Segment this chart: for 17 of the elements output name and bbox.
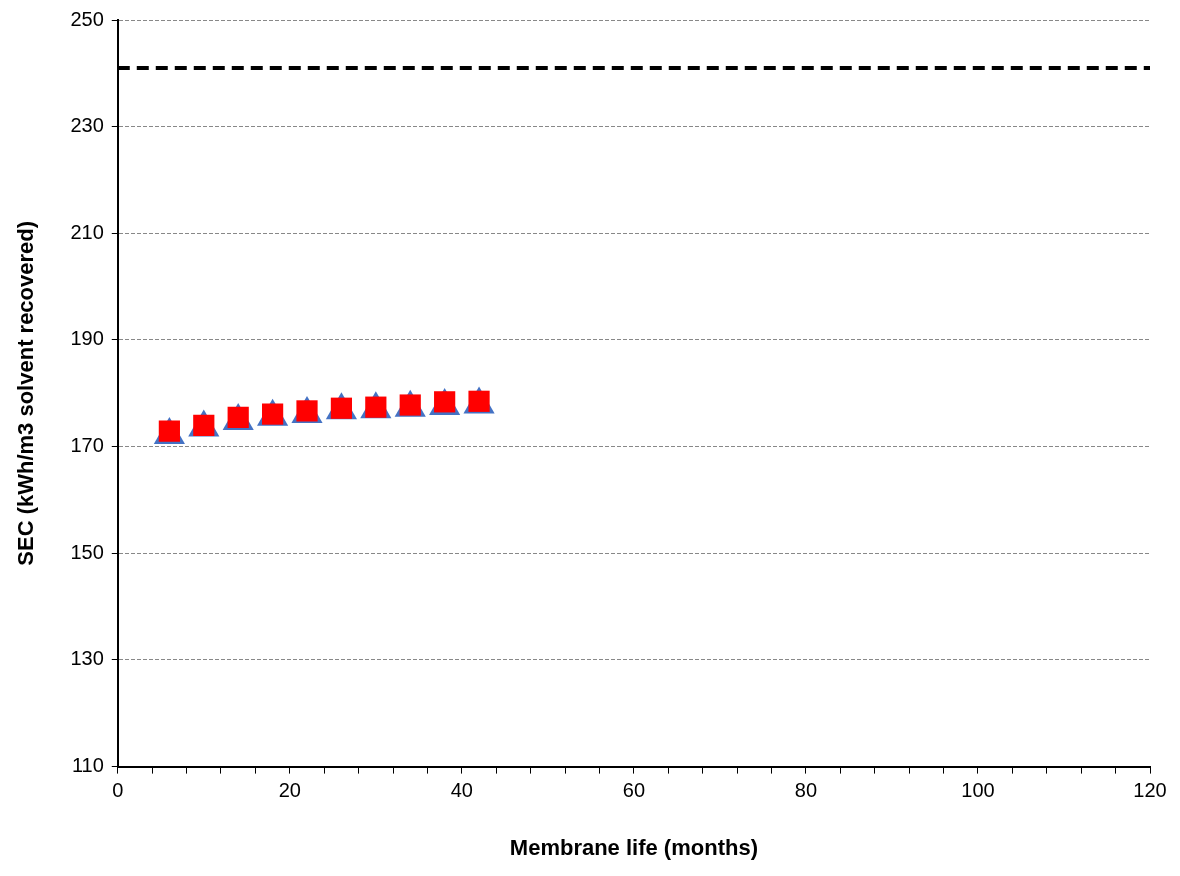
y-tick-label: 170 — [70, 434, 104, 457]
x-tick-label: 120 — [1133, 779, 1167, 802]
y-tick-label: 150 — [70, 540, 104, 563]
y-tick-label: 110 — [71, 754, 104, 777]
y-tick-label: 190 — [70, 327, 104, 350]
x-tick-label: 40 — [450, 779, 473, 802]
x-axis-title: Membrane life (months) — [509, 834, 758, 860]
y-tick-label: 130 — [70, 647, 104, 670]
y-tick-label: 250 — [70, 7, 104, 30]
x-tick-label: 80 — [794, 779, 818, 802]
y-tick-label: 230 — [70, 114, 104, 137]
x-tick-label: 20 — [278, 779, 301, 802]
x-tick-label: 0 — [112, 779, 124, 802]
y-tick-label: 210 — [70, 220, 104, 243]
x-tick-label: 100 — [961, 779, 995, 802]
x-tick-label: 60 — [622, 779, 646, 802]
y-axis-title: SEC (kWh/m3 solvent recovered) — [13, 220, 39, 566]
